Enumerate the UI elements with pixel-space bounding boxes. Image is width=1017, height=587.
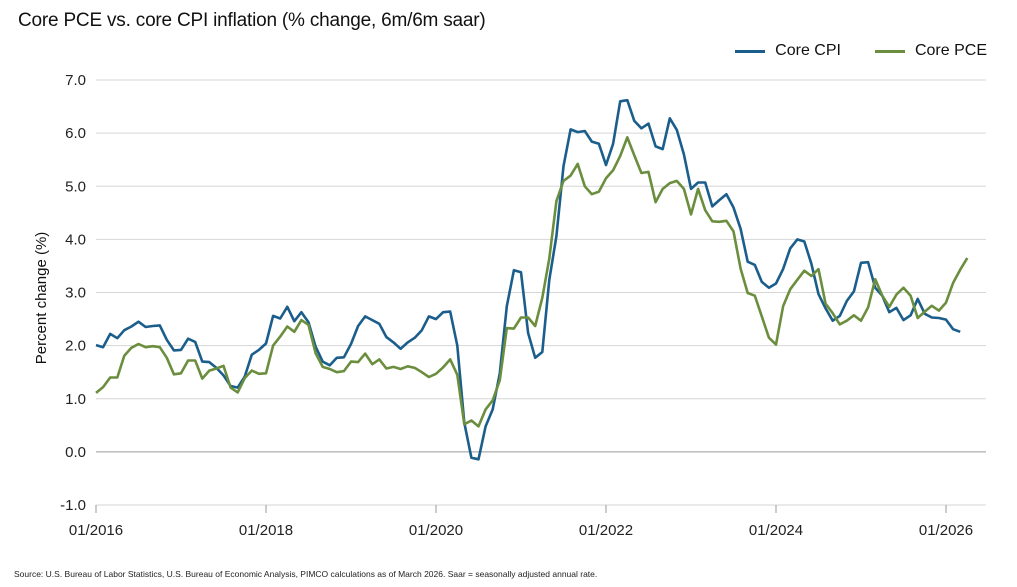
- legend-label-core-cpi: Core CPI: [775, 42, 841, 59]
- x-tick-label: 01/2022: [579, 522, 633, 539]
- x-axis-ticks: 01/2016 01/2018 01/2020 01/2022 01/2024 01/20…: [69, 505, 973, 539]
- legend-label-core-pce: Core PCE: [914, 42, 987, 59]
- legend-item-core-pce: Core PCE: [874, 42, 987, 60]
- y-tick-label: 6.0: [65, 125, 86, 142]
- y-tick-label: 1.0: [65, 391, 86, 408]
- y-axis-label: Percent change (%): [33, 232, 50, 365]
- legend-swatch-core-pce: [874, 49, 905, 53]
- legend-swatch-core-cpi: [735, 49, 766, 53]
- series-lines: [95, 98, 969, 461]
- chart-title: Core PCE vs. core CPI inflation (% chang…: [18, 10, 486, 31]
- series-line-core-pce: [95, 136, 969, 428]
- x-tick-label: 01/2020: [409, 522, 463, 539]
- x-tick-label: 01/2026: [919, 522, 973, 539]
- y-tick-label: 4.0: [65, 231, 86, 248]
- source-note: Source: U.S. Bureau of Labor Statistics,…: [14, 569, 598, 579]
- series-line-core-cpi: [95, 98, 961, 461]
- y-tick-label: -1.0: [60, 497, 86, 514]
- y-tick-label: 5.0: [65, 178, 86, 195]
- y-tick-label: 0.0: [65, 444, 86, 461]
- x-tick-label: 01/2018: [239, 522, 293, 539]
- x-tick-label: 01/2016: [69, 522, 123, 539]
- x-tick-label: 01/2024: [749, 522, 803, 539]
- y-tick-label: 7.0: [65, 72, 86, 89]
- y-tick-label: 2.0: [65, 338, 86, 355]
- y-axis-ticks: 7.0 6.0 5.0 4.0 3.0 2.0 1.0 0.0 -1.0: [60, 72, 86, 514]
- legend-item-core-cpi: Core CPI: [735, 42, 841, 60]
- legend: Core CPI Core PCE: [735, 42, 987, 60]
- y-tick-label: 3.0: [65, 285, 86, 302]
- gridlines: [96, 79, 986, 506]
